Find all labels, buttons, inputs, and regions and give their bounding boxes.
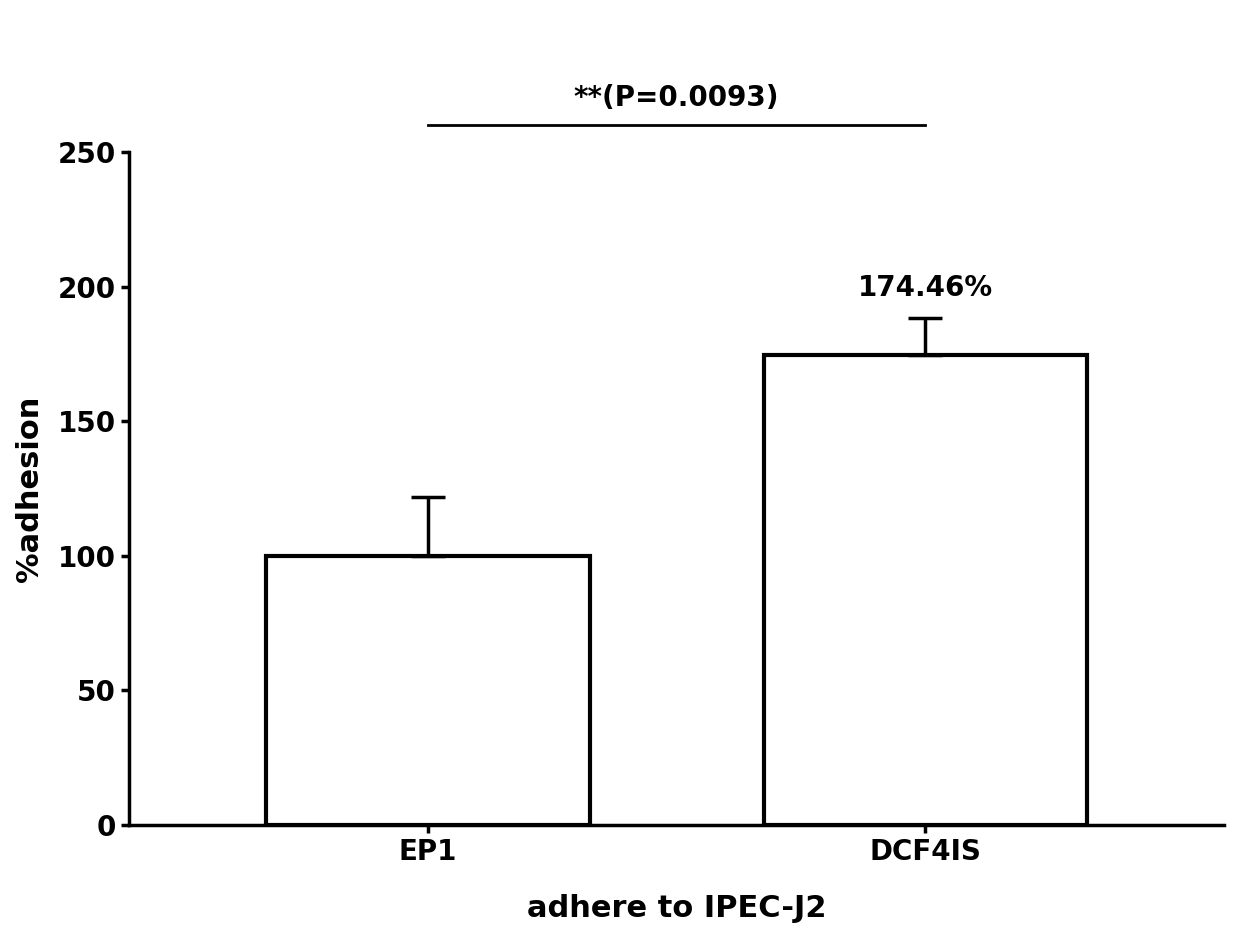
Text: 174.46%: 174.46%: [857, 274, 992, 301]
X-axis label: adhere to IPEC-J2: adhere to IPEC-J2: [527, 894, 826, 923]
Y-axis label: %adhesion: %adhesion: [15, 395, 45, 582]
Bar: [266, 556, 590, 825]
Bar: [763, 356, 1087, 825]
Text: **(P=0.0093): **(P=0.0093): [574, 83, 779, 112]
